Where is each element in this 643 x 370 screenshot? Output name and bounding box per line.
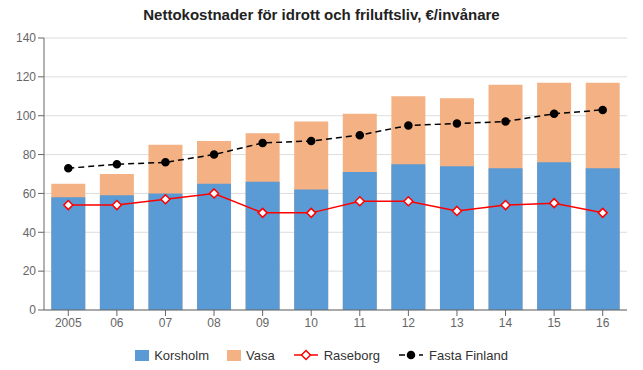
svg-text:16: 16 [596, 316, 610, 330]
svg-text:40: 40 [23, 226, 37, 240]
svg-text:12: 12 [402, 316, 416, 330]
html-text:Raseborg: Raseborg [323, 347, 381, 363]
svg-text:0: 0 [29, 303, 36, 317]
svg-text:09: 09 [256, 316, 270, 330]
svg-text:07: 07 [159, 316, 173, 330]
html-text:Korsholm: Korsholm [154, 347, 209, 363]
svg-text:100: 100 [16, 109, 36, 123]
svg-text:2005: 2005 [55, 316, 82, 330]
svg-text:10: 10 [305, 316, 319, 330]
svg-text:15: 15 [547, 316, 561, 330]
html-text:Fasta Finland: Fasta Finland [429, 347, 508, 363]
svg-text:120: 120 [16, 70, 36, 84]
svg-text:60: 60 [23, 187, 37, 201]
svg-text:20: 20 [23, 264, 37, 278]
html-text:Vasa: Vasa [246, 347, 275, 363]
svg-text:08: 08 [207, 316, 221, 330]
svg-text:140: 140 [16, 31, 36, 45]
svg-text:11: 11 [354, 316, 367, 330]
svg-text:14: 14 [499, 316, 513, 330]
svg-text:13: 13 [450, 316, 464, 330]
svg-text:80: 80 [23, 148, 37, 162]
html-text:Nettokostnader för idrott och: Nettokostnader för idrott och friluftsli… [143, 6, 500, 23]
svg-text:06: 06 [110, 316, 124, 330]
